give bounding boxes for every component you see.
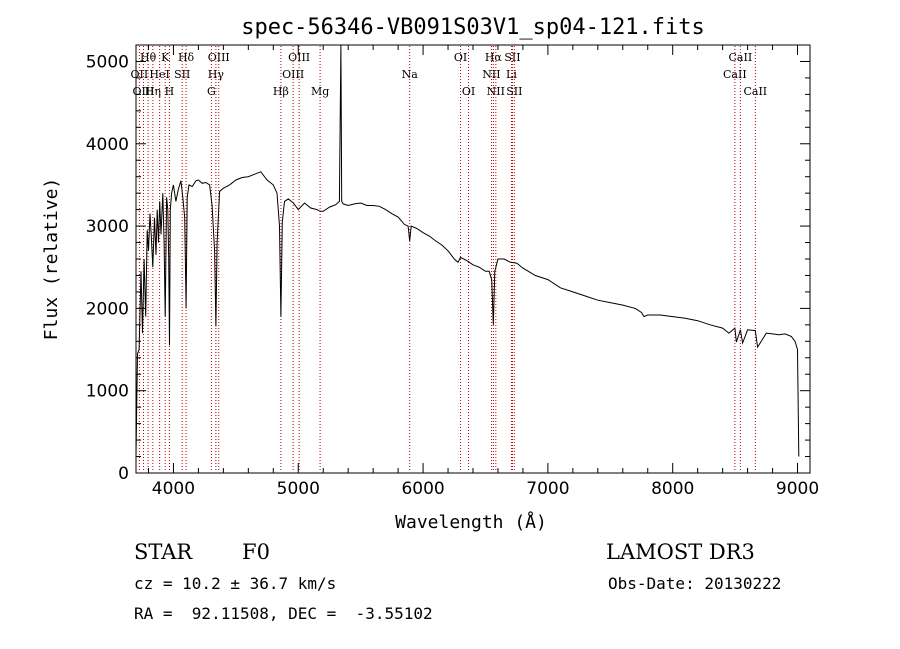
spectral-line-label: Hβ — [273, 85, 289, 98]
spectral-line-label: Hη — [145, 85, 161, 98]
x-tick-label: 8000 — [651, 479, 694, 499]
chart-title: spec-56346-VB091S03V1_sp04-121.fits — [241, 15, 705, 40]
spectral-line-label: OIII — [288, 51, 310, 64]
x-tick-label: 6000 — [401, 479, 444, 499]
spectral-line-label: SII — [504, 51, 520, 64]
spectral-line-label: Mg — [311, 85, 329, 98]
y-tick-label: 2000 — [86, 299, 129, 319]
spectral-line-label: SII — [506, 85, 522, 98]
spectral-line-label: NII — [482, 68, 500, 81]
redshift-text: cz = 10.2 ± 36.7 km/s — [134, 574, 337, 593]
spectral-line-label: Li — [506, 68, 517, 81]
spectral-line-label: CaII — [743, 85, 767, 98]
obs-date-text: Obs-Date: 20130222 — [608, 574, 782, 593]
y-axis-label: Flux (relative) — [41, 178, 62, 341]
coordinates-text: RA = 92.11508, DEC = -3.55102 — [134, 604, 433, 623]
y-tick-label: 3000 — [86, 217, 129, 237]
spectral-line-label: CaII — [729, 51, 753, 64]
spectral-line-label: OI — [462, 85, 475, 98]
spectral-line-label: SII — [174, 68, 190, 81]
y-tick-label: 4000 — [86, 135, 129, 155]
spectral-line-label: K — [161, 51, 170, 64]
spectral-line-label: OI — [454, 51, 467, 64]
flux-series-line — [135, 44, 800, 457]
spectral-line-label: OIII — [208, 51, 230, 64]
spectral-line-label: OII — [131, 68, 149, 81]
spectral-line-label: Hα — [485, 51, 503, 64]
spectral-line-label: Na — [402, 68, 419, 81]
subclass: F0 — [242, 540, 270, 564]
x-tick-label: 7000 — [526, 479, 569, 499]
y-tick-label: 1000 — [86, 382, 129, 402]
spectral-line-label: Hδ — [178, 51, 195, 64]
spectral-line-label: Hγ — [208, 68, 225, 81]
spectral-line-label: OIII — [282, 68, 304, 81]
spectral-line-label: NII — [487, 85, 505, 98]
spectral-line-label: HeI — [149, 68, 169, 81]
object-class: STAR — [134, 540, 193, 564]
x-tick-label: 5000 — [277, 479, 320, 499]
survey-name: LAMOST DR3 — [606, 540, 755, 564]
plot-frame — [135, 44, 811, 474]
x-tick-label: 9000 — [776, 479, 819, 499]
spectral-line-label: CaII — [723, 68, 747, 81]
spectral-line-label: H — [165, 85, 175, 98]
x-tick-label: 4000 — [152, 479, 195, 499]
axis-ticks: 4000 5000 6000 7000 8000 9000 0 1000 2000 3000 400… — [86, 44, 819, 499]
y-tick-label: 5000 — [86, 52, 129, 72]
x-axis-label: Wavelength (Å) — [395, 511, 547, 533]
y-tick-label: 0 — [118, 464, 129, 484]
spectral-line-label: Hθ — [140, 51, 157, 64]
spectral-line-label: G — [207, 85, 216, 98]
